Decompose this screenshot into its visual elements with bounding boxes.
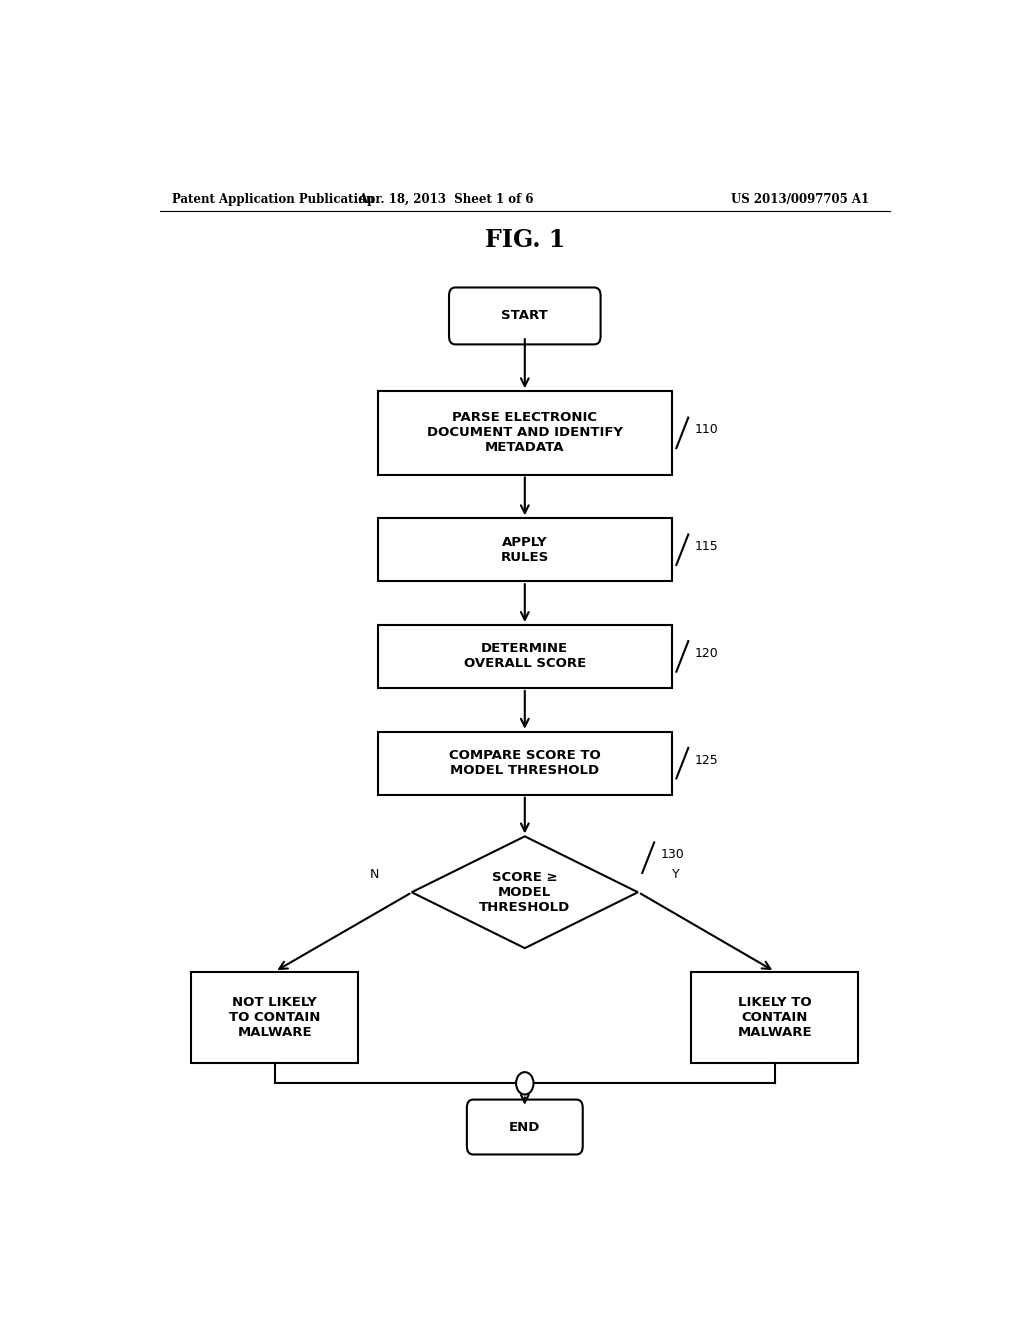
Bar xyxy=(378,624,672,688)
Text: DETERMINE
OVERALL SCORE: DETERMINE OVERALL SCORE xyxy=(464,643,586,671)
Polygon shape xyxy=(412,837,638,948)
Text: US 2013/0097705 A1: US 2013/0097705 A1 xyxy=(731,193,869,206)
Text: COMPARE SCORE TO
MODEL THRESHOLD: COMPARE SCORE TO MODEL THRESHOLD xyxy=(449,750,601,777)
Text: Apr. 18, 2013  Sheet 1 of 6: Apr. 18, 2013 Sheet 1 of 6 xyxy=(357,193,534,206)
Text: Patent Application Publication: Patent Application Publication xyxy=(172,193,374,206)
Bar xyxy=(378,519,672,581)
Text: SCORE ≥
MODEL
THRESHOLD: SCORE ≥ MODEL THRESHOLD xyxy=(479,871,570,913)
FancyBboxPatch shape xyxy=(449,288,601,345)
Text: 110: 110 xyxy=(694,424,719,437)
Text: Y: Y xyxy=(672,869,679,882)
Text: APPLY
RULES: APPLY RULES xyxy=(501,536,549,564)
Text: END: END xyxy=(509,1121,541,1134)
Text: PARSE ELECTRONIC
DOCUMENT AND IDENTIFY
METADATA: PARSE ELECTRONIC DOCUMENT AND IDENTIFY M… xyxy=(427,412,623,454)
Text: NOT LIKELY
TO CONTAIN
MALWARE: NOT LIKELY TO CONTAIN MALWARE xyxy=(229,995,321,1039)
Bar xyxy=(378,731,672,795)
Bar xyxy=(691,972,858,1063)
Text: N: N xyxy=(370,869,379,882)
Text: 130: 130 xyxy=(660,849,684,861)
Text: 125: 125 xyxy=(694,754,719,767)
Bar xyxy=(378,391,672,474)
FancyBboxPatch shape xyxy=(467,1100,583,1155)
Text: 115: 115 xyxy=(694,540,719,553)
Text: START: START xyxy=(502,309,548,322)
Bar xyxy=(191,972,358,1063)
Text: FIG. 1: FIG. 1 xyxy=(484,228,565,252)
Text: LIKELY TO
CONTAIN
MALWARE: LIKELY TO CONTAIN MALWARE xyxy=(737,995,812,1039)
Text: 120: 120 xyxy=(694,647,719,660)
